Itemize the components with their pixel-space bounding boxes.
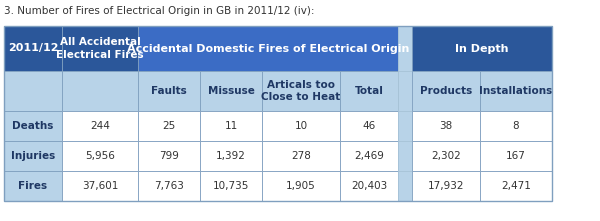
Text: 244: 244 xyxy=(90,121,110,131)
Bar xyxy=(138,71,200,111)
Text: 799: 799 xyxy=(159,151,179,161)
Bar xyxy=(4,26,552,201)
Bar xyxy=(480,111,552,141)
Bar xyxy=(412,111,480,141)
Text: Fires: Fires xyxy=(19,181,47,191)
Bar xyxy=(398,71,412,111)
Bar xyxy=(412,141,480,171)
Text: 2011/12: 2011/12 xyxy=(8,44,58,53)
Bar xyxy=(398,141,412,171)
Bar xyxy=(200,171,262,201)
Bar xyxy=(340,171,398,201)
Bar xyxy=(4,171,62,201)
Text: 2,471: 2,471 xyxy=(501,181,531,191)
Bar xyxy=(398,26,412,71)
Bar xyxy=(138,26,398,71)
Bar xyxy=(62,141,138,171)
Text: 37,601: 37,601 xyxy=(82,181,118,191)
Text: 1,905: 1,905 xyxy=(286,181,316,191)
Bar xyxy=(138,171,200,201)
Text: All Accidental
Electrical Fires: All Accidental Electrical Fires xyxy=(56,37,144,60)
Bar xyxy=(398,171,412,201)
Bar xyxy=(398,111,412,141)
Text: 38: 38 xyxy=(439,121,452,131)
Bar xyxy=(200,141,262,171)
Text: Total: Total xyxy=(355,86,383,96)
Bar xyxy=(62,71,138,111)
Bar xyxy=(4,71,62,111)
Bar xyxy=(262,111,340,141)
Text: Articals too
Close to Heat: Articals too Close to Heat xyxy=(262,80,341,102)
Text: 46: 46 xyxy=(362,121,376,131)
Text: In Depth: In Depth xyxy=(455,44,509,53)
Text: 20,403: 20,403 xyxy=(351,181,387,191)
Bar xyxy=(340,141,398,171)
Bar xyxy=(480,71,552,111)
Text: Missuse: Missuse xyxy=(208,86,254,96)
Text: Accidental Domestic Fires of Electrical Origin: Accidental Domestic Fires of Electrical … xyxy=(127,44,409,53)
Bar xyxy=(200,111,262,141)
Bar xyxy=(480,171,552,201)
Text: Injuries: Injuries xyxy=(11,151,55,161)
Text: 278: 278 xyxy=(291,151,311,161)
Bar xyxy=(138,111,200,141)
Bar xyxy=(138,141,200,171)
Text: Installations: Installations xyxy=(479,86,553,96)
Text: 8: 8 xyxy=(512,121,520,131)
Text: 167: 167 xyxy=(506,151,526,161)
Bar xyxy=(412,26,552,71)
Text: 7,763: 7,763 xyxy=(154,181,184,191)
Bar xyxy=(480,141,552,171)
Bar xyxy=(62,26,138,71)
Text: Faults: Faults xyxy=(151,86,187,96)
Text: 5,956: 5,956 xyxy=(85,151,115,161)
Text: Deaths: Deaths xyxy=(13,121,53,131)
Bar xyxy=(4,141,62,171)
Text: 10,735: 10,735 xyxy=(213,181,249,191)
Bar xyxy=(62,171,138,201)
Text: 10: 10 xyxy=(295,121,308,131)
Bar xyxy=(340,111,398,141)
Text: 3. Number of Fires of Electrical Origin in GB in 2011/12 (iv):: 3. Number of Fires of Electrical Origin … xyxy=(4,6,314,16)
Text: Products: Products xyxy=(420,86,472,96)
Bar xyxy=(262,71,340,111)
Text: 2,469: 2,469 xyxy=(354,151,384,161)
Text: 2,302: 2,302 xyxy=(431,151,461,161)
Bar xyxy=(340,71,398,111)
Bar xyxy=(62,111,138,141)
Text: 17,932: 17,932 xyxy=(428,181,464,191)
Text: 25: 25 xyxy=(163,121,176,131)
Bar xyxy=(412,171,480,201)
Bar xyxy=(200,71,262,111)
Bar xyxy=(262,141,340,171)
Bar xyxy=(4,111,62,141)
Bar xyxy=(4,26,62,71)
Text: 11: 11 xyxy=(224,121,238,131)
Bar xyxy=(412,71,480,111)
Text: 1,392: 1,392 xyxy=(216,151,246,161)
Bar xyxy=(262,171,340,201)
